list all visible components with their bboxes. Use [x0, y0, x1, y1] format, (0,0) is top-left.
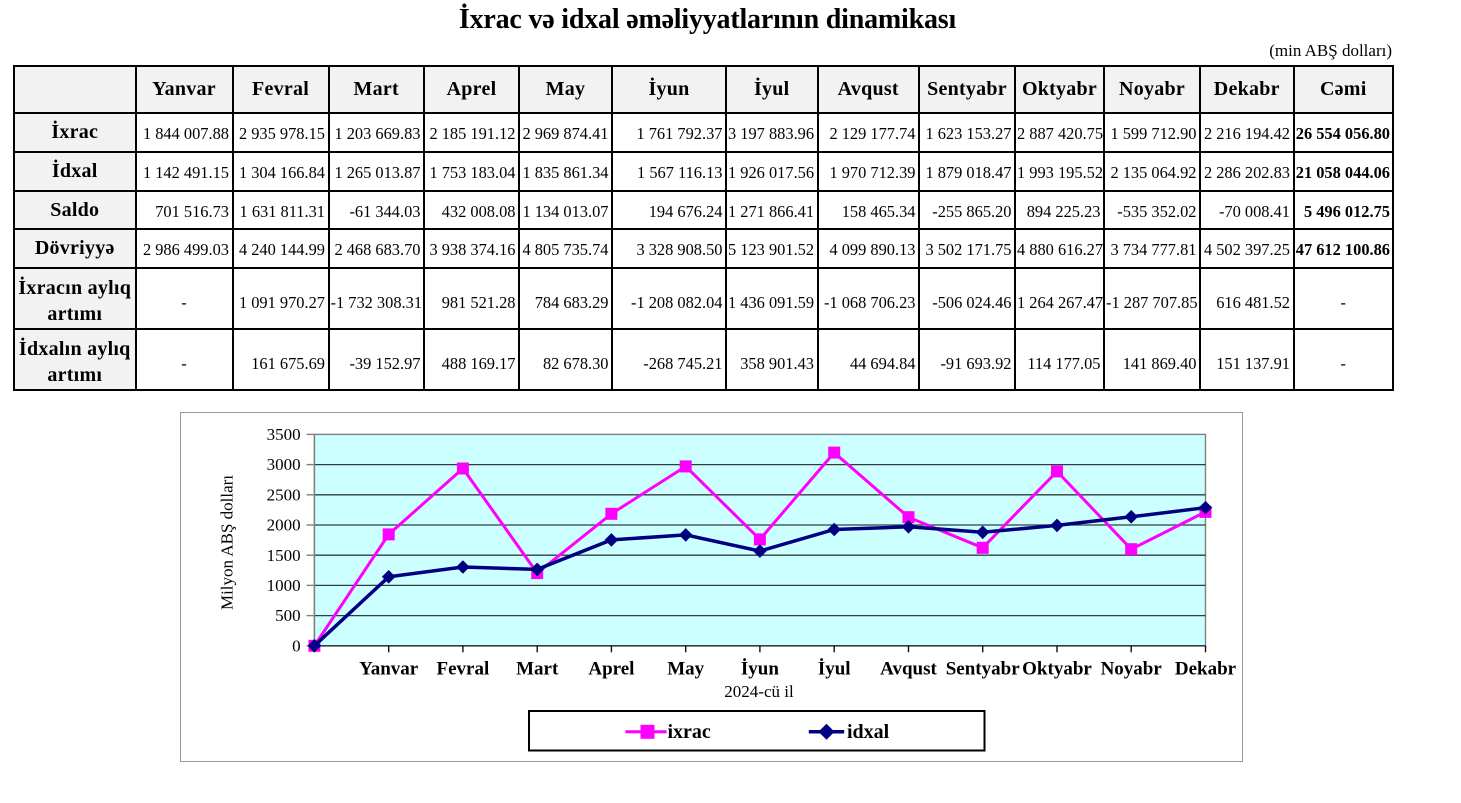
svg-text:Oktyabr: Oktyabr	[1022, 659, 1092, 680]
svg-text:Aprel: Aprel	[588, 659, 634, 680]
svg-text:İyul: İyul	[818, 659, 851, 680]
svg-text:2500: 2500	[267, 485, 301, 504]
svg-text:3000: 3000	[267, 455, 301, 474]
svg-text:May: May	[667, 659, 704, 680]
svg-text:Yanvar: Yanvar	[359, 659, 419, 680]
svg-text:1000: 1000	[267, 576, 301, 595]
svg-text:2024-cü il: 2024-cü il	[724, 682, 794, 701]
svg-text:Avqust: Avqust	[880, 659, 937, 680]
svg-text:Noyabr: Noyabr	[1101, 659, 1163, 680]
svg-text:500: 500	[275, 606, 301, 625]
svg-text:2000: 2000	[267, 516, 301, 535]
svg-text:İyun: İyun	[741, 659, 779, 680]
svg-text:Mart: Mart	[516, 659, 559, 680]
svg-text:3500: 3500	[267, 425, 301, 444]
svg-text:Fevral: Fevral	[437, 659, 490, 680]
svg-text:Milyon ABŞ dolları: Milyon ABŞ dolları	[218, 475, 237, 610]
svg-text:Sentyabr: Sentyabr	[946, 659, 1020, 680]
svg-text:Dekabr: Dekabr	[1175, 659, 1237, 680]
svg-text:0: 0	[292, 636, 301, 655]
svg-text:idxal: idxal	[847, 721, 890, 743]
svg-text:ixrac: ixrac	[668, 721, 711, 743]
svg-text:1500: 1500	[267, 546, 301, 565]
